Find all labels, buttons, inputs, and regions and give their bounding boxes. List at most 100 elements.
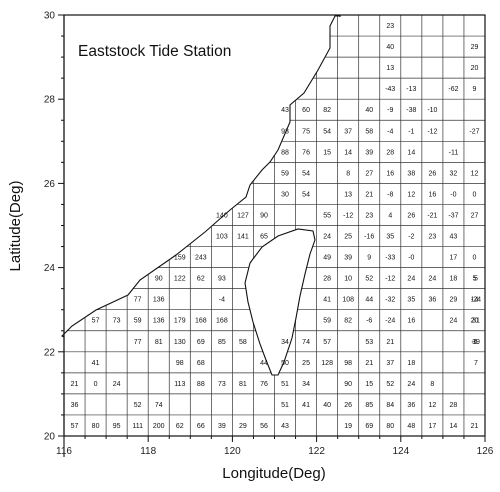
cell-value: 25 xyxy=(344,234,352,241)
cell-value: 26 xyxy=(344,402,352,409)
cell-value: 16 xyxy=(407,318,415,325)
cell-value: 141 xyxy=(237,234,249,241)
taiwan-island xyxy=(244,228,316,376)
cell-value: 34 xyxy=(281,339,289,346)
cell-value: 24 xyxy=(407,381,415,388)
y-tick-label: 24 xyxy=(44,263,56,274)
cell-value: 21 xyxy=(365,360,373,367)
y-tick-label: 20 xyxy=(44,432,56,443)
y-tick-label: 28 xyxy=(44,95,56,106)
cell-value: 40 xyxy=(365,107,373,114)
cell-value: -32 xyxy=(385,297,395,304)
cell-value: 88 xyxy=(281,149,289,156)
cell-value: 48 xyxy=(407,423,415,430)
cell-value: 44 xyxy=(365,297,373,304)
cell-value: 41 xyxy=(323,297,331,304)
cell-value: 98 xyxy=(344,360,352,367)
cell-value: 43 xyxy=(450,234,458,241)
cell-value: 122 xyxy=(174,276,186,283)
cell-value: 9 xyxy=(473,86,477,93)
cell-value: 7 xyxy=(474,360,478,367)
cell-value: 88 xyxy=(197,381,205,388)
cell-value: -62 xyxy=(448,86,458,93)
cell-value: 40 xyxy=(386,44,394,51)
cell-value: 85 xyxy=(365,402,373,409)
cell-value: 90 xyxy=(344,381,352,388)
x-axis-label: Longitude(Deg) xyxy=(222,465,325,482)
cell-value: 69 xyxy=(365,423,373,430)
cell-value: 58 xyxy=(239,339,247,346)
cell-value: 68 xyxy=(197,360,205,367)
cell-value: 57 xyxy=(71,423,79,430)
mainland-coast xyxy=(61,14,341,457)
cell-value: -0 xyxy=(408,255,414,262)
cell-value: 127 xyxy=(237,212,249,219)
cell-value: -1 xyxy=(408,128,414,135)
cell-value: -4 xyxy=(219,297,225,304)
cell-value: 20 xyxy=(471,65,479,72)
cell-value: 26 xyxy=(428,170,436,177)
cell-value: 49 xyxy=(323,255,331,262)
cell-value: 8 xyxy=(430,381,434,388)
cell-value: 159 xyxy=(174,255,186,262)
cell-value: 24 xyxy=(428,276,436,283)
cell-value: 44 xyxy=(260,360,268,367)
cell-value: 17 xyxy=(428,423,436,430)
cell-value: -2 xyxy=(408,234,414,241)
cell-value: 13 xyxy=(386,65,394,72)
cell-value: 58 xyxy=(365,128,373,135)
cell-value: 39 xyxy=(365,149,373,156)
cell-value: 38 xyxy=(407,170,415,177)
cell-value: 39 xyxy=(472,339,480,346)
cell-value: 77 xyxy=(134,297,142,304)
cell-value: 50 xyxy=(281,360,289,367)
cell-value: 12 xyxy=(428,402,436,409)
cell-value: 65 xyxy=(260,234,268,241)
cell-value: -9 xyxy=(387,107,393,114)
cell-value: -13 xyxy=(406,86,416,93)
cell-value: 93 xyxy=(281,128,289,135)
cell-value: 20 xyxy=(471,318,479,325)
cell-value: -12 xyxy=(427,128,437,135)
cell-value: 73 xyxy=(218,381,226,388)
cell-value: 84 xyxy=(386,402,394,409)
cell-value: 76 xyxy=(302,149,310,156)
cell-value: 69 xyxy=(197,339,205,346)
cell-value: 52 xyxy=(386,381,394,388)
cell-value: -38 xyxy=(406,107,416,114)
cell-value: 111 xyxy=(132,423,143,430)
cell-value: 32 xyxy=(450,170,458,177)
cell-value: 53 xyxy=(365,339,373,346)
cell-value: 13 xyxy=(344,191,352,198)
cell-value: 21 xyxy=(365,191,373,198)
cell-value: 21 xyxy=(471,423,479,430)
cell-value: 95 xyxy=(113,423,121,430)
cell-value: 243 xyxy=(195,255,207,262)
cell-value: 168 xyxy=(195,318,207,325)
cell-value: 136 xyxy=(153,297,165,304)
cell-value: 93 xyxy=(218,276,226,283)
cell-value: 18 xyxy=(450,276,458,283)
cell-value: 36 xyxy=(407,402,415,409)
cell-value: 23 xyxy=(386,23,394,30)
x-tick-label: 124 xyxy=(392,446,409,457)
cell-value: 76 xyxy=(260,381,268,388)
cell-value: 26 xyxy=(407,212,415,219)
cell-value: -8 xyxy=(387,191,393,198)
cell-value: 16 xyxy=(386,170,394,177)
cell-value: 10 xyxy=(344,276,352,283)
cell-value: 40 xyxy=(323,402,331,409)
cell-value: 168 xyxy=(216,318,228,325)
cell-value: 24 xyxy=(407,276,415,283)
cell-value: 24 xyxy=(450,318,458,325)
cell-value: 75 xyxy=(302,128,310,135)
cell-value: 29 xyxy=(239,423,247,430)
cell-value: 130 xyxy=(174,339,186,346)
cell-value: 51 xyxy=(281,381,289,388)
y-axis-label: Latitude(Deg) xyxy=(7,181,24,272)
cell-value: 74 xyxy=(302,339,310,346)
cell-value: 4 xyxy=(388,212,392,219)
cell-value: 28 xyxy=(450,402,458,409)
cell-value: 31 xyxy=(472,318,480,325)
cell-value: 35 xyxy=(407,297,415,304)
